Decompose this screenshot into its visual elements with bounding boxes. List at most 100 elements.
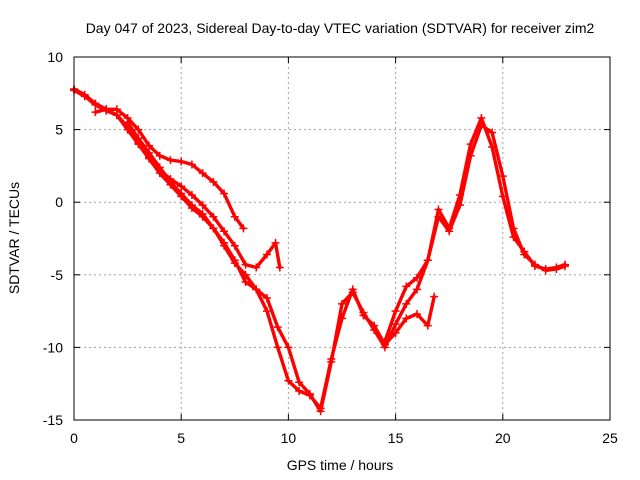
data-point	[155, 151, 164, 160]
data-point	[273, 323, 282, 332]
data-point	[488, 128, 497, 137]
y-tick-label: 0	[55, 194, 63, 210]
data-point	[102, 105, 111, 114]
x-tick-label: 5	[177, 430, 185, 446]
y-tick-label: -5	[51, 267, 64, 283]
data-point	[402, 282, 411, 291]
data-point	[327, 357, 336, 366]
y-tick-label: -10	[43, 339, 63, 355]
data-point	[262, 250, 271, 259]
data-point	[145, 141, 154, 150]
data-point	[209, 224, 218, 233]
data-point	[252, 263, 261, 272]
y-tick-label: 10	[47, 49, 63, 65]
x-tick-label: 25	[602, 430, 618, 446]
data-point	[391, 307, 400, 316]
data-point	[466, 151, 475, 160]
series-line	[72, 88, 282, 270]
data-point	[230, 256, 239, 265]
data-point	[552, 264, 561, 273]
y-tick-labels: -15 -10 -5 0 5 10	[43, 49, 63, 428]
x-tick-label: 20	[495, 430, 511, 446]
data-point	[434, 212, 443, 221]
data-point	[241, 260, 250, 269]
data-point	[198, 209, 207, 218]
data-point	[295, 378, 304, 387]
x-tick-label: 10	[281, 430, 297, 446]
data-point	[305, 389, 314, 398]
data-point	[220, 238, 229, 247]
series-line	[383, 123, 567, 344]
data-point	[134, 134, 143, 143]
data-point	[413, 285, 422, 294]
data-point	[134, 125, 143, 134]
data-point	[230, 241, 239, 250]
series-line	[125, 116, 567, 413]
series-2	[70, 86, 284, 272]
data-point	[370, 325, 379, 334]
data-point	[273, 343, 282, 352]
grid-lines	[74, 57, 610, 420]
data-point	[198, 169, 207, 178]
data-point	[509, 224, 518, 233]
chart-title: Day 047 of 2023, Sidereal Day-to-day VTE…	[86, 20, 595, 36]
data-point	[187, 160, 196, 169]
series-5	[380, 121, 569, 346]
data-point	[541, 266, 550, 275]
x-tick-label: 0	[70, 430, 78, 446]
data-point	[166, 156, 175, 165]
data-point	[177, 182, 186, 191]
data-point	[145, 148, 154, 157]
data-point	[91, 108, 100, 117]
data-point	[177, 189, 186, 198]
data-point	[434, 205, 443, 214]
data-point	[220, 189, 229, 198]
data-point	[530, 260, 539, 269]
data-point	[123, 118, 132, 127]
axis-ticks	[73, 56, 611, 421]
data-point	[359, 308, 368, 317]
data-point	[402, 299, 411, 308]
data-point	[209, 177, 218, 186]
data-point	[430, 292, 439, 301]
x-axis-label: GPS time / hours	[287, 457, 394, 473]
data-point	[91, 100, 100, 109]
data-point	[348, 288, 357, 297]
x-tick-labels: 0 5 10 15 20 25	[70, 430, 618, 446]
data-point	[198, 201, 207, 210]
data-point	[177, 157, 186, 166]
data-point	[262, 307, 271, 316]
data-point	[520, 250, 529, 259]
data-point	[477, 113, 486, 122]
series-4	[123, 113, 569, 416]
data-point	[423, 256, 432, 265]
data-point	[230, 212, 239, 221]
data-point	[166, 177, 175, 186]
data-point	[391, 320, 400, 329]
data-point	[252, 285, 261, 294]
y-axis-label: SDTVAR / TECUs	[6, 182, 22, 294]
plot-frame	[73, 56, 611, 421]
data-point	[423, 321, 432, 330]
data-point	[498, 172, 507, 181]
data-point	[275, 263, 284, 272]
data-point	[284, 343, 293, 352]
data-point	[560, 262, 569, 271]
data-point	[187, 201, 196, 210]
data-point	[112, 111, 121, 120]
data-point	[155, 163, 164, 172]
data-point	[445, 227, 454, 236]
data-point	[209, 212, 218, 221]
data-point	[380, 337, 389, 346]
series-group	[70, 84, 569, 416]
data-point	[284, 376, 293, 385]
data-point	[262, 294, 271, 303]
data-point	[316, 407, 325, 416]
data-point	[241, 278, 250, 287]
data-point	[187, 190, 196, 199]
data-point	[455, 201, 464, 210]
data-point	[80, 92, 89, 101]
data-point	[413, 310, 422, 319]
data-point	[477, 121, 486, 130]
